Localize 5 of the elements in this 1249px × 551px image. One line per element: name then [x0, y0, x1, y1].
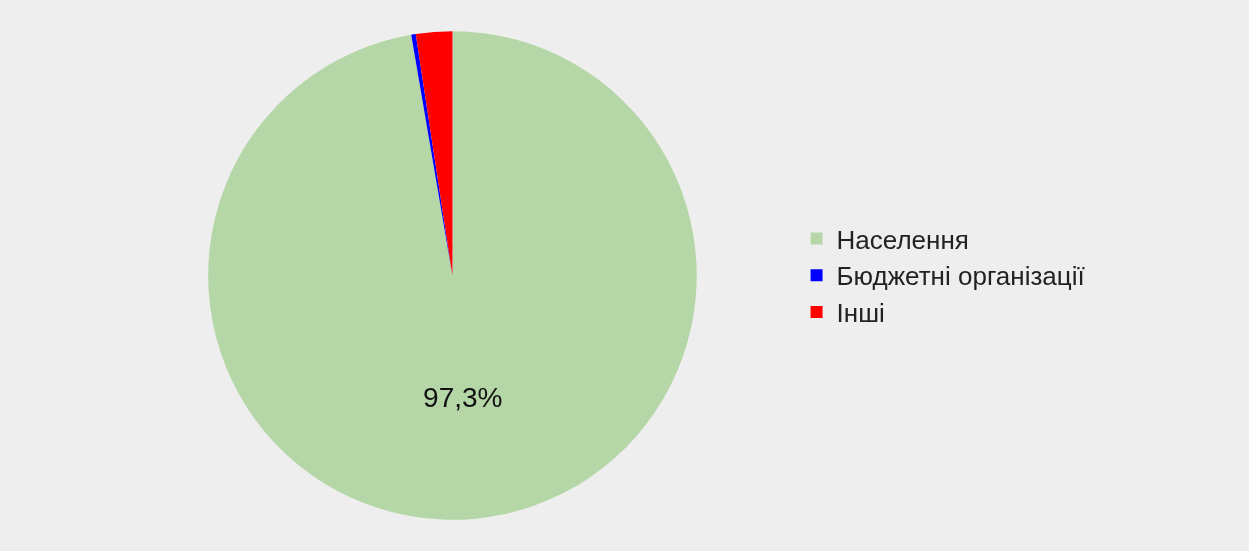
legend-label: Бюджетні організації: [836, 261, 1085, 292]
pie-slice: [208, 31, 697, 520]
legend-label: Інші: [836, 298, 885, 329]
legend-label: Населення: [836, 224, 969, 255]
data-label: 97,3%: [423, 381, 503, 413]
